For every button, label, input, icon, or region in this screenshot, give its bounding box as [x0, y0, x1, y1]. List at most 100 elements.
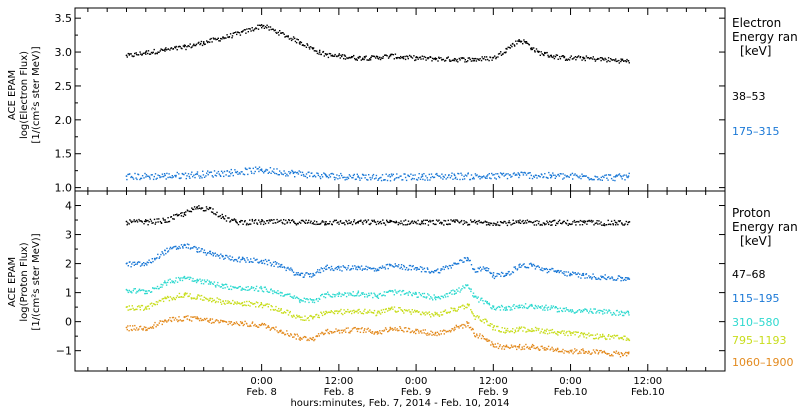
proton-point-115-195 [408, 264, 411, 267]
proton-point-310-580 [426, 296, 428, 298]
proton-point-1060-1900 [624, 351, 627, 354]
proton-point-310-580 [585, 308, 587, 310]
proton-point-310-580 [623, 314, 625, 317]
proton-point-795-1193 [310, 315, 313, 318]
proton-point-115-195 [496, 275, 498, 277]
proton-node-47-68 [421, 220, 424, 223]
electron-node-38-53 [241, 30, 244, 33]
proton-point-1060-1900 [163, 321, 165, 323]
electron-point-175-315 [259, 169, 262, 171]
electron-point-38-53 [424, 56, 427, 59]
proton-node-1060-1900 [241, 322, 244, 324]
proton-point-310-580 [512, 305, 514, 307]
proton-point-1060-1900 [263, 324, 265, 326]
proton-point-1060-1900 [165, 320, 167, 322]
proton-point-115-195 [303, 276, 305, 278]
proton-point-115-195 [191, 247, 193, 249]
proton-point-795-1193 [445, 311, 448, 314]
proton-point-115-195 [489, 272, 492, 275]
electron-ylabel-line-3: [1/(cm²s ster MeV)] [31, 46, 42, 143]
proton-point-310-580 [185, 277, 187, 280]
proton-point-795-1193 [280, 312, 283, 314]
electron-point-175-315 [395, 177, 398, 179]
proton-point-310-580 [161, 286, 163, 288]
electron-point-38-53 [319, 49, 321, 52]
proton-point-115-195 [299, 273, 301, 275]
proton-point-115-195 [457, 262, 460, 265]
proton-point-310-580 [402, 290, 405, 292]
proton-point-47-68 [500, 221, 503, 224]
electron-node-38-53 [473, 57, 475, 60]
proton-point-310-580 [289, 295, 292, 298]
proton-point-795-1193 [199, 298, 202, 300]
proton-point-1060-1900 [575, 350, 577, 352]
proton-point-310-580 [591, 311, 593, 314]
proton-point-47-68 [267, 222, 270, 224]
proton-point-310-580 [327, 291, 329, 293]
electron-point-38-53 [194, 44, 196, 47]
proton-point-115-195 [555, 270, 557, 272]
proton-point-310-580 [364, 296, 366, 298]
proton-point-115-195 [469, 259, 471, 262]
proton-point-47-68 [586, 220, 589, 223]
proton-point-115-195 [216, 253, 218, 256]
electron-point-38-53 [303, 44, 305, 47]
proton-point-47-68 [466, 221, 468, 224]
electron-point-38-53 [239, 34, 242, 36]
proton-node-795-1193 [569, 332, 572, 335]
proton-point-310-580 [349, 292, 351, 294]
proton-point-115-195 [475, 271, 478, 273]
proton-point-795-1193 [366, 312, 368, 314]
electron-point-38-53 [231, 35, 234, 37]
proton-point-310-580 [277, 290, 279, 292]
proton-point-1060-1900 [555, 349, 558, 352]
proton-point-115-195 [450, 267, 452, 269]
electron-point-175-315 [313, 174, 316, 177]
proton-point-795-1193 [320, 311, 322, 313]
proton-point-795-1193 [260, 304, 262, 306]
electron-point-175-315 [479, 178, 481, 180]
x-tick-time-label: 0:00 [250, 376, 272, 387]
proton-point-310-580 [213, 281, 216, 283]
proton-point-310-580 [562, 307, 565, 310]
proton-point-1060-1900 [599, 350, 601, 352]
proton-point-310-580 [266, 290, 268, 292]
proton-point-310-580 [200, 280, 202, 282]
proton-point-310-580 [387, 291, 389, 293]
electron-point-175-315 [287, 175, 289, 177]
proton-point-115-195 [534, 268, 537, 270]
electron-point-38-53 [255, 27, 258, 30]
proton-point-310-580 [173, 282, 176, 284]
proton-point-115-195 [464, 257, 467, 259]
proton-point-115-195 [204, 252, 206, 254]
proton-point-1060-1900 [235, 321, 238, 323]
proton-node-115-195 [473, 268, 475, 271]
proton-point-795-1193 [215, 300, 217, 303]
proton-point-310-580 [361, 293, 364, 295]
electron-point-38-53 [392, 54, 394, 56]
proton-point-795-1193 [349, 310, 352, 312]
proton-point-310-580 [167, 281, 169, 284]
proton-point-1060-1900 [593, 351, 596, 353]
proton-point-795-1193 [203, 299, 205, 301]
proton-point-795-1193 [315, 314, 317, 316]
proton-point-47-68 [272, 222, 274, 224]
proton-point-795-1193 [514, 329, 516, 331]
proton-point-47-68 [242, 223, 244, 225]
proton-point-795-1193 [345, 310, 347, 313]
electron-point-175-315 [392, 173, 394, 176]
electron-point-175-315 [330, 173, 332, 175]
proton-point-47-68 [228, 217, 230, 219]
proton-point-310-580 [610, 312, 612, 314]
proton-point-795-1193 [463, 305, 466, 307]
proton-point-47-68 [342, 222, 344, 224]
proton-point-310-580 [133, 288, 135, 290]
proton-point-1060-1900 [328, 332, 330, 335]
electron-point-38-53 [404, 58, 407, 61]
proton-point-47-68 [610, 223, 612, 226]
proton-point-310-580 [576, 310, 579, 312]
proton-node-1060-1900 [299, 336, 302, 339]
electron-point-38-53 [379, 56, 381, 59]
proton-point-47-68 [188, 210, 190, 213]
electron-point-175-315 [398, 176, 400, 179]
